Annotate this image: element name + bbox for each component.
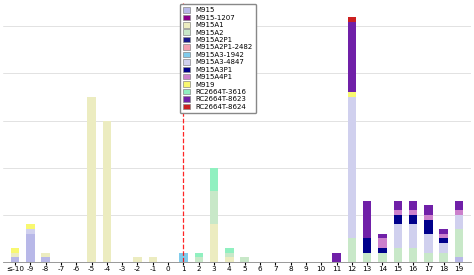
Bar	[194, 257, 203, 262]
Bar	[41, 253, 50, 257]
Bar	[439, 238, 448, 243]
Bar	[378, 248, 387, 253]
Bar	[41, 257, 50, 262]
Bar	[439, 234, 448, 238]
Bar	[225, 248, 234, 253]
Bar	[409, 201, 417, 210]
Bar	[409, 215, 417, 224]
Bar	[347, 22, 356, 92]
Bar	[363, 201, 371, 238]
Bar	[210, 224, 218, 262]
Bar	[26, 224, 35, 229]
Bar	[11, 248, 19, 253]
Bar	[393, 224, 402, 248]
Bar	[347, 97, 356, 238]
Bar	[424, 205, 433, 215]
Bar	[393, 215, 402, 224]
Bar	[424, 253, 433, 262]
Bar	[378, 234, 387, 238]
Bar	[439, 243, 448, 253]
Bar	[347, 17, 356, 22]
Bar	[439, 229, 448, 234]
Bar	[225, 257, 234, 262]
Bar	[133, 257, 142, 262]
Bar	[393, 201, 402, 210]
Bar	[424, 234, 433, 253]
Bar	[378, 253, 387, 262]
Bar	[455, 215, 463, 229]
Bar	[332, 253, 341, 262]
Bar	[225, 253, 234, 257]
Bar	[363, 253, 371, 262]
Bar	[439, 253, 448, 262]
Bar	[378, 238, 387, 248]
Bar	[409, 248, 417, 262]
Bar	[393, 210, 402, 215]
Bar	[409, 210, 417, 215]
Bar	[179, 253, 188, 262]
Bar	[393, 248, 402, 262]
Bar	[347, 92, 356, 97]
Bar	[103, 121, 111, 262]
Bar	[455, 257, 463, 262]
Bar	[210, 168, 218, 191]
Bar	[240, 257, 249, 262]
Bar	[11, 257, 19, 262]
Bar	[347, 238, 356, 262]
Bar	[455, 229, 463, 257]
Bar	[26, 234, 35, 262]
Bar	[363, 238, 371, 253]
Bar	[87, 97, 96, 262]
Bar	[210, 191, 218, 224]
Bar	[455, 210, 463, 215]
Bar	[455, 201, 463, 210]
Bar	[424, 220, 433, 234]
Bar	[409, 224, 417, 248]
Bar	[26, 229, 35, 234]
Bar	[424, 215, 433, 220]
Legend: M915, M915-1207, M915A1, M915A2, M915A2P1, M915A2P1-2482, M915A3-1942, M915A3-48: M915, M915-1207, M915A1, M915A2, M915A2P…	[180, 4, 256, 113]
Bar	[148, 257, 157, 262]
Bar	[11, 253, 19, 257]
Bar	[194, 253, 203, 257]
